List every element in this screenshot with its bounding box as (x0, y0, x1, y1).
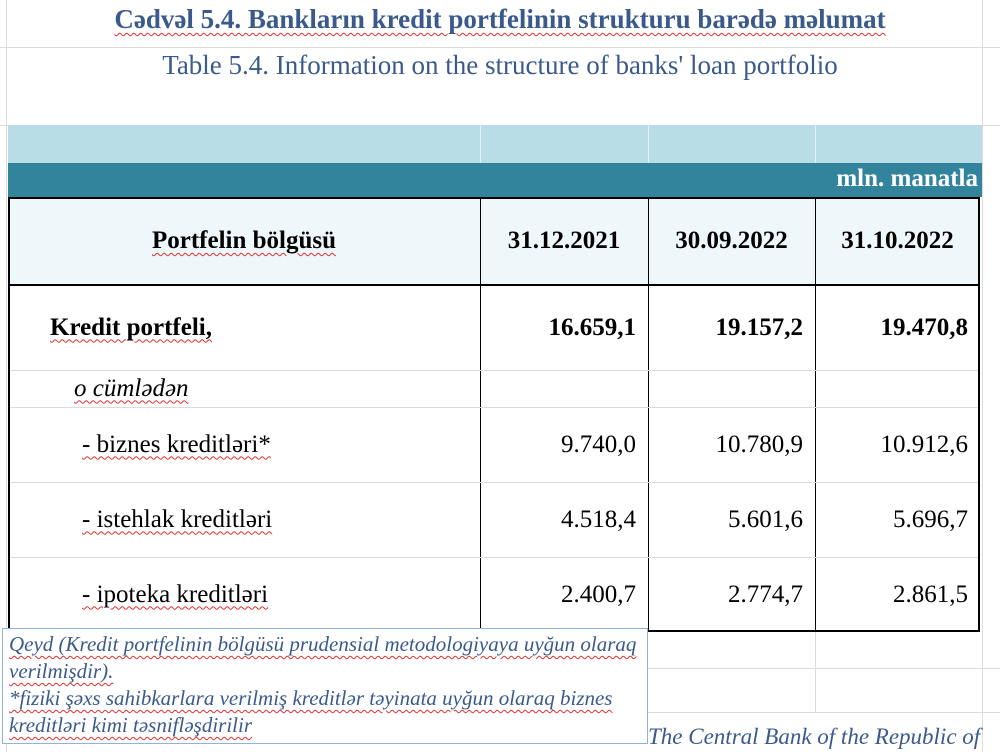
row-gridline (10, 482, 978, 483)
value-cell: 2.400,7 (561, 580, 636, 608)
table-header-bg (8, 197, 980, 285)
value-cell: 10.780,9 (715, 430, 804, 458)
column-divider (480, 197, 481, 632)
row-label: - istehlak kreditləri (82, 482, 480, 557)
gridline (648, 712, 1000, 713)
gridline (982, 0, 983, 752)
note-line: *fiziki şəxs sahibkarlara verilmiş kredi… (9, 686, 613, 737)
header-text: Portfelin bölgüsü (151, 227, 337, 254)
row-gridline (10, 557, 978, 558)
row-label-text: Kredit portfeli, (50, 313, 212, 341)
header-cell: Portfelin bölgüsü (8, 197, 480, 285)
value-cell: 2.774,7 (728, 580, 803, 608)
gridline (0, 47, 1000, 48)
title-en: Table 5.4. Information on the structure … (162, 50, 838, 80)
unit-label: mln. manatla (836, 165, 978, 192)
value-cell: 4.518,4 (561, 505, 636, 533)
header-cell: 31.12.2021 (507, 227, 621, 254)
value-cell: 19.470,8 (880, 313, 969, 341)
gridline (648, 668, 1000, 669)
value-cell: 5.601,6 (728, 505, 803, 533)
row-label-text: - biznes kreditləri* (82, 430, 271, 458)
notes-textbox[interactable]: Qeyd (Kredit portfelinin bölgüsü prudens… (2, 628, 648, 744)
gridline (815, 632, 816, 712)
header-cell: 31.10.2022 (841, 227, 954, 254)
row-gridline (10, 370, 978, 371)
row-label: Kredit portfeli, (50, 285, 480, 370)
header-divider (8, 284, 980, 286)
value-cell: 19.157,2 (715, 313, 804, 341)
gridline (6, 0, 7, 752)
value-cell: 2.861,5 (893, 580, 968, 608)
note-line: Qeyd (Kredit portfelinin bölgüsü prudens… (9, 632, 637, 683)
value-cell: 5.696,7 (893, 505, 968, 533)
row-label: - biznes kreditləri* (82, 407, 480, 482)
value-cell: 16.659,1 (548, 313, 637, 341)
value-cell: 9.740,0 (561, 430, 636, 458)
header-cell: 30.09.2022 (675, 227, 788, 254)
column-divider (815, 197, 816, 632)
row-gridline (10, 407, 978, 408)
column-divider (648, 197, 649, 632)
value-cell: 10.912,6 (880, 430, 969, 458)
row-label: - ipoteka kreditləri (82, 557, 480, 632)
row-label-text: - ipoteka kreditləri (82, 580, 269, 608)
row-label-text: o cümlədən (74, 374, 189, 402)
row-label: o cümlədən (74, 370, 474, 407)
header-band-teal (8, 163, 982, 197)
source-footer: The Central Bank of the Republic of (648, 724, 981, 749)
title-text: Cədvəl 5.4. Bankların kredit portfelinin… (114, 4, 886, 34)
gridline (815, 125, 816, 163)
gridline (480, 125, 481, 163)
row-label-text: - istehlak kreditləri (82, 505, 273, 533)
title-az: Cədvəl 5.4. Bankların kredit portfelinin… (0, 4, 1000, 35)
gridline (648, 125, 649, 163)
header-band-light (8, 125, 982, 163)
